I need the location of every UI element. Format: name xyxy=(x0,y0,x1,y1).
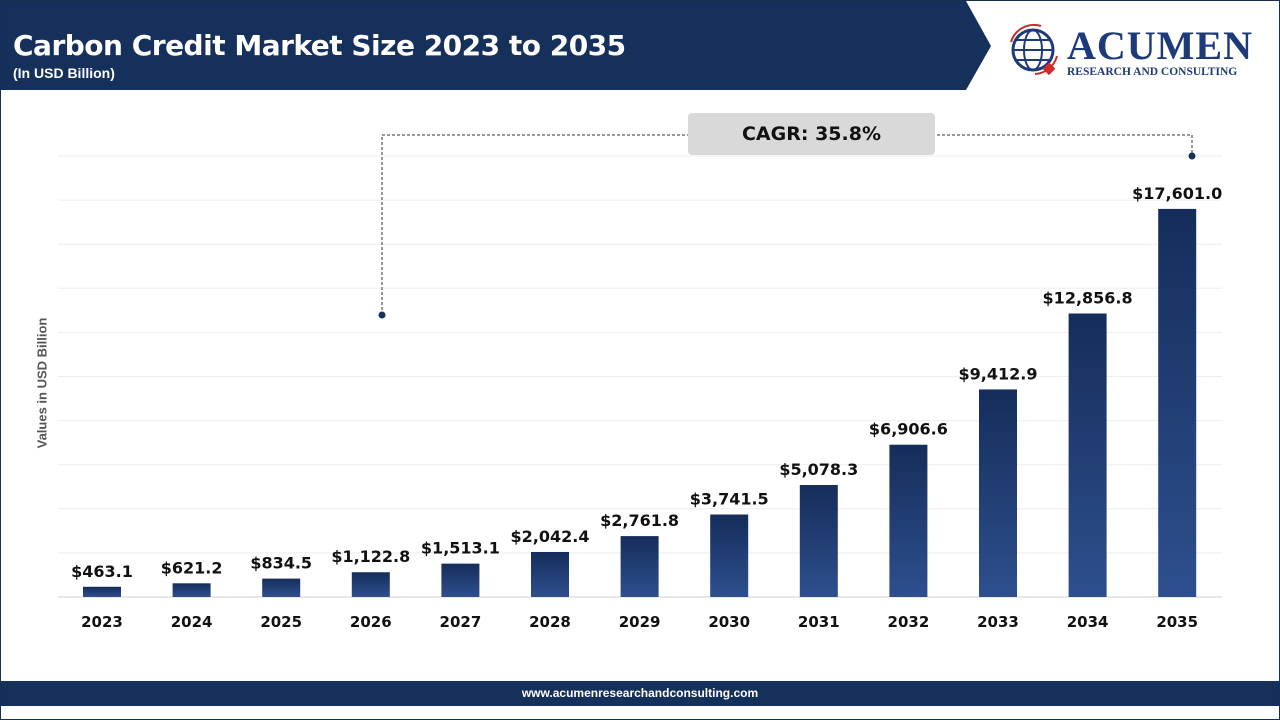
x-tick-label: 2034 xyxy=(1067,613,1109,631)
cagr-badge: CAGR: 35.8% xyxy=(688,113,935,155)
data-label: $1,513.1 xyxy=(421,539,500,558)
logo-text: ACUMEN xyxy=(1067,23,1253,68)
bar-2027 xyxy=(441,563,480,597)
x-tick-label: 2031 xyxy=(798,613,840,631)
x-tick-label: 2032 xyxy=(888,613,930,631)
data-label: $5,078.3 xyxy=(779,460,858,479)
data-label: $463.1 xyxy=(71,562,133,581)
x-tick-label: 2028 xyxy=(529,613,571,631)
data-label: $9,412.9 xyxy=(959,364,1038,383)
chart-subtitle: (In USD Billion) xyxy=(13,65,115,81)
bar-2028 xyxy=(531,551,569,597)
data-label: $2,042.4 xyxy=(511,527,590,546)
data-label: $6,906.6 xyxy=(869,420,948,439)
bar-2026 xyxy=(351,572,390,597)
x-tick-label: 2025 xyxy=(260,613,302,631)
acumen-logo: ACUMEN RESEARCH AND CONSULTING xyxy=(1005,22,1265,82)
cagr-start-dot xyxy=(378,311,386,319)
data-label: $1,122.8 xyxy=(331,547,410,566)
bar-2025 xyxy=(262,578,301,597)
x-tick-label: 2029 xyxy=(619,613,661,631)
data-label: $3,741.5 xyxy=(690,489,769,508)
cagr-end-dot xyxy=(1188,152,1196,160)
data-label: $17,601.0 xyxy=(1132,184,1222,203)
logo-subtext: RESEARCH AND CONSULTING xyxy=(1067,66,1238,78)
data-label: $2,761.8 xyxy=(600,511,679,530)
data-label: $621.2 xyxy=(161,558,223,577)
x-tick-label: 2024 xyxy=(171,613,213,631)
x-tick-label: 2033 xyxy=(977,613,1019,631)
data-label: $12,856.8 xyxy=(1043,289,1133,308)
x-tick-label: 2026 xyxy=(350,613,392,631)
x-tick-label: 2035 xyxy=(1156,613,1198,631)
bar-2031 xyxy=(799,485,838,597)
chart-title: Carbon Credit Market Size 2023 to 2035 xyxy=(13,29,626,62)
x-tick-label: 2027 xyxy=(440,613,482,631)
bar-2033 xyxy=(979,389,1017,597)
bar-2034 xyxy=(1068,313,1107,597)
bar-2024 xyxy=(172,583,211,597)
bar-2023 xyxy=(83,586,121,597)
x-tick-label: 2030 xyxy=(708,613,750,631)
bar-2029 xyxy=(620,536,659,597)
bar-2035 xyxy=(1158,208,1197,597)
bar-2030 xyxy=(710,514,749,597)
x-tick-label: 2023 xyxy=(81,613,123,631)
data-label: $834.5 xyxy=(250,554,312,573)
footer-url[interactable]: www.acumenresearchandconsulting.com xyxy=(1,681,1279,706)
header-banner: Carbon Credit Market Size 2023 to 2035 (… xyxy=(1,1,991,90)
globe-icon xyxy=(1010,23,1058,76)
bar-2032 xyxy=(889,444,928,597)
